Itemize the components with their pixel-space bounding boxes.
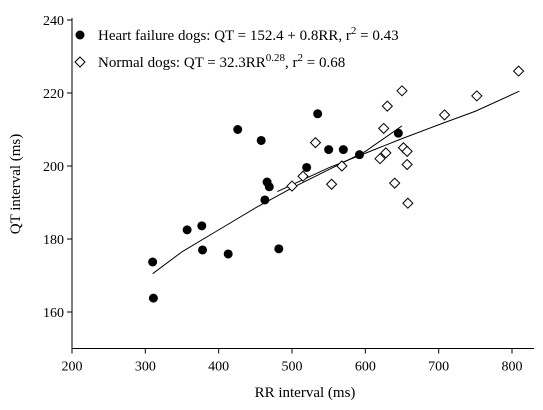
fit-curve [277, 90, 520, 193]
point [401, 145, 413, 158]
y-tick-label: 240 [43, 14, 64, 29]
point [377, 122, 390, 135]
y-tick-label: 200 [43, 160, 64, 175]
point [264, 182, 274, 192]
point [380, 147, 392, 159]
point [388, 177, 401, 189]
legend-label: Normal dogs: QT = 32.3RR0.28, r2 = 0.68 [98, 52, 345, 71]
legend-marker [75, 30, 85, 40]
y-axis-label: QT interval (ms) [8, 134, 24, 235]
point [325, 178, 338, 190]
point [197, 221, 207, 231]
point [324, 145, 334, 155]
legend-superscript: 2 [351, 25, 357, 37]
point [381, 100, 394, 112]
point [223, 249, 233, 259]
point [233, 125, 243, 134]
x-tick-label: 700 [428, 360, 449, 375]
point [148, 257, 158, 267]
legend-marker [74, 56, 86, 68]
point [438, 109, 451, 121]
legend-text: = 0.43 [356, 28, 398, 44]
point [336, 160, 348, 172]
y-tick-label: 220 [43, 87, 64, 102]
point [309, 136, 322, 149]
point [297, 170, 309, 182]
legend-label: Heart failure dogs: QT = 152.4 + 0.8RR, … [98, 25, 399, 44]
point [313, 109, 323, 119]
point [401, 158, 413, 171]
legend-superscript: 0.28 [266, 52, 286, 64]
x-axis-label: RR interval (ms) [255, 385, 356, 401]
x-tick-label: 200 [62, 360, 83, 375]
point [256, 135, 266, 145]
point [260, 195, 270, 205]
legend-text: Normal dogs: QT = 32.3RR [98, 55, 266, 71]
legend-text: = 0.68 [303, 55, 345, 71]
x-tick-label: 300 [135, 360, 156, 375]
y-tick-label: 180 [43, 233, 64, 248]
y-tick-label: 160 [43, 306, 64, 321]
point [402, 197, 414, 209]
legend-text: , r [285, 55, 298, 71]
x-tick-label: 500 [282, 360, 303, 375]
point [393, 128, 403, 138]
point [471, 90, 483, 102]
point [374, 152, 386, 165]
point [148, 293, 158, 303]
point [396, 85, 408, 97]
point [512, 65, 525, 77]
point [274, 244, 284, 254]
x-tick-label: 800 [502, 360, 523, 375]
point [302, 162, 312, 172]
point [198, 245, 208, 255]
x-tick-label: 400 [208, 360, 229, 375]
point [338, 145, 348, 155]
legend-text: Heart failure dogs: QT = 152.4 + 0.8RR, … [98, 28, 351, 44]
x-tick-label: 600 [355, 360, 376, 375]
point [286, 180, 298, 192]
legend-superscript: 2 [298, 52, 304, 64]
point [182, 225, 192, 235]
